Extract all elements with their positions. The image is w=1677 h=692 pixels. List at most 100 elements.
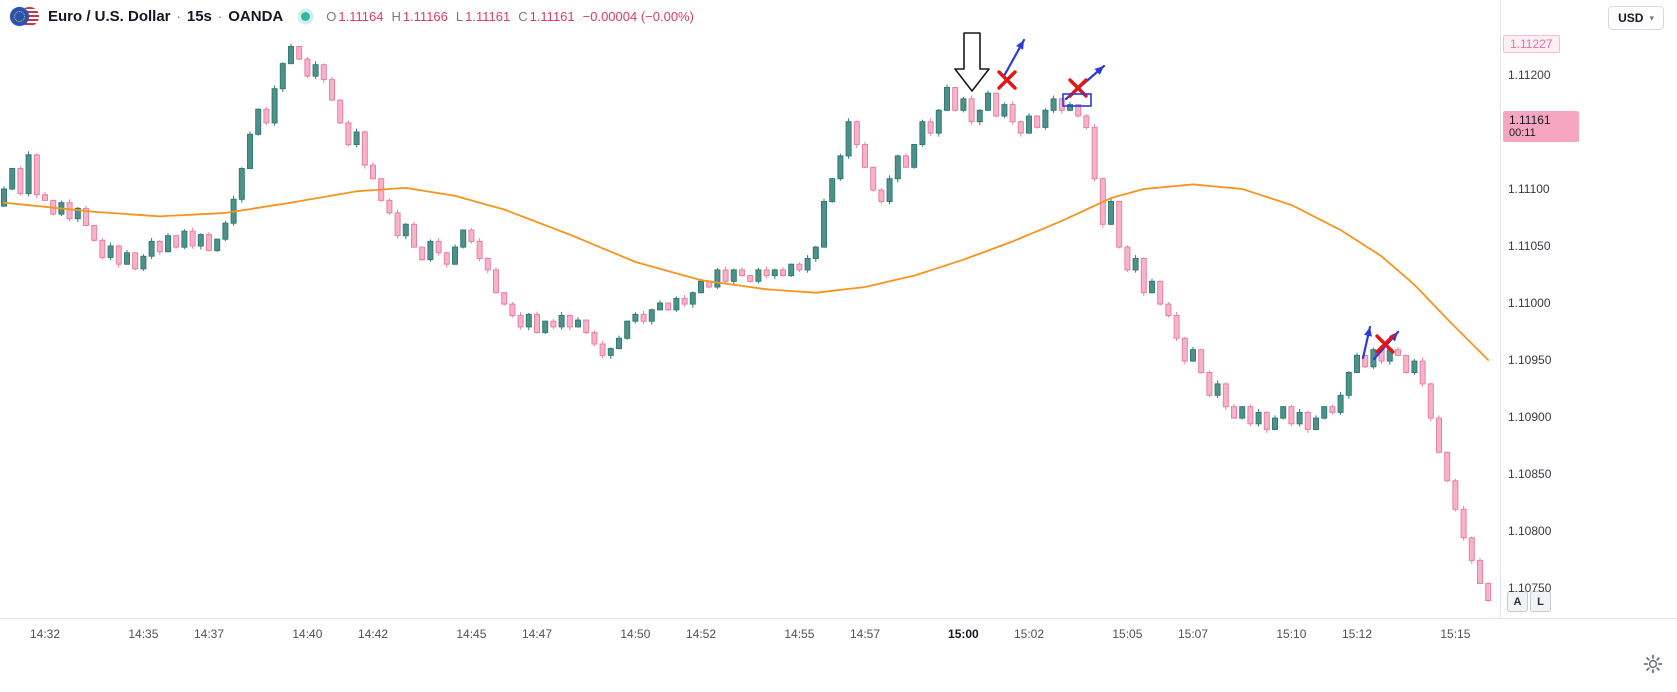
candle [1108, 201, 1114, 225]
x-mark-drawing[interactable] [1375, 334, 1395, 354]
candle [640, 313, 647, 322]
time-axis-label: 14:55 [784, 627, 815, 641]
candle [255, 108, 262, 135]
timezone-settings-button[interactable] [1642, 653, 1664, 675]
candle [1313, 417, 1319, 431]
candle [1477, 560, 1483, 584]
candle [99, 239, 106, 258]
candle [386, 199, 393, 214]
candles-layer [1, 43, 1492, 602]
interval-label: 15s [186, 8, 212, 25]
candle [739, 269, 745, 277]
candle [107, 245, 114, 258]
high-price-value: 1.11227 [1510, 37, 1553, 52]
candle [927, 121, 934, 134]
chart-plot-area[interactable] [0, 0, 1500, 618]
candle [1403, 354, 1410, 373]
candle [624, 320, 631, 339]
candle [599, 343, 606, 356]
candle [17, 168, 24, 195]
candle [730, 269, 737, 282]
candle [829, 178, 836, 202]
candle [1263, 411, 1270, 430]
candle [919, 121, 926, 145]
candle [1091, 126, 1098, 180]
candle [952, 87, 959, 111]
rectangle-drawing[interactable] [1062, 93, 1092, 107]
candle [1042, 109, 1049, 128]
candle [345, 122, 352, 146]
candle [558, 315, 565, 328]
time-scale[interactable]: 14:32 14:35 14:37 14:40 14:42 14:45 14:47 14:50… [0, 618, 1677, 692]
candle [878, 189, 885, 203]
candle [42, 194, 48, 201]
candle [1411, 360, 1418, 374]
candle [960, 98, 967, 111]
candle [689, 292, 696, 305]
price-scale[interactable]: USD ▾ 1.11227 1.11161 00:11 A L 1.11200 1… [1500, 0, 1677, 618]
candle [747, 275, 754, 282]
candle [460, 229, 467, 248]
candle [517, 315, 524, 328]
currency-label: USD [1618, 11, 1644, 25]
separator-dot: · [217, 9, 223, 24]
close-label: C [518, 9, 528, 24]
candle [435, 240, 442, 254]
candle [1272, 417, 1278, 431]
open-value: 1.11164 [338, 9, 384, 24]
x-mark-drawing[interactable] [997, 70, 1017, 90]
candle [1345, 372, 1352, 396]
symbol-title[interactable]: Euro / U.S. Dollar · 15s · OANDA [48, 8, 283, 25]
candle [1436, 417, 1442, 453]
candle [329, 79, 335, 101]
candle [911, 144, 918, 168]
candle [247, 133, 253, 170]
candle [845, 121, 852, 157]
candle [427, 240, 434, 261]
up-arrow-drawing[interactable] [1361, 325, 1372, 360]
time-axis-label: 15:05 [1112, 627, 1143, 641]
candle [1247, 406, 1254, 425]
candle [944, 87, 950, 111]
candle [862, 144, 868, 168]
eur-flag-icon [10, 7, 29, 26]
candle [206, 234, 212, 252]
candle [821, 201, 827, 248]
candle [222, 222, 229, 240]
candle [894, 155, 901, 180]
symbol-logo[interactable] [10, 7, 40, 26]
candle [156, 240, 163, 253]
candle [780, 269, 786, 277]
last-price-badge[interactable]: 1.11161 00:11 [1503, 111, 1579, 143]
candle [1452, 480, 1459, 510]
down-block-arrow-drawing[interactable] [954, 32, 990, 92]
open-label: O [326, 9, 337, 24]
high-label: H [391, 9, 401, 24]
time-axis-label: 14:37 [193, 627, 225, 641]
auto-scale-button[interactable]: A [1507, 591, 1528, 612]
candle [1116, 201, 1123, 248]
candle [771, 269, 778, 277]
price-chart[interactable] [0, 0, 1500, 618]
bar-countdown: 00:11 [1509, 127, 1536, 140]
candle [976, 109, 983, 123]
candle [493, 269, 499, 294]
candle [804, 258, 811, 271]
candle [304, 58, 311, 77]
time-axis-label: 14:32 [29, 627, 61, 641]
candle [271, 88, 278, 124]
candle [66, 202, 73, 220]
ma-line[interactable] [3, 183, 1490, 361]
log-scale-button[interactable]: L [1530, 591, 1551, 612]
currency-dropdown-button[interactable]: USD ▾ [1608, 6, 1664, 30]
candle [1198, 349, 1205, 374]
candle [468, 229, 475, 242]
close-value: 1.11161 [529, 9, 575, 24]
market-status-icon[interactable] [301, 12, 311, 21]
candle [1485, 582, 1492, 602]
candle [1321, 406, 1328, 419]
candle [312, 64, 319, 77]
candle [1001, 104, 1008, 117]
up-arrow-drawing[interactable] [1002, 38, 1026, 78]
